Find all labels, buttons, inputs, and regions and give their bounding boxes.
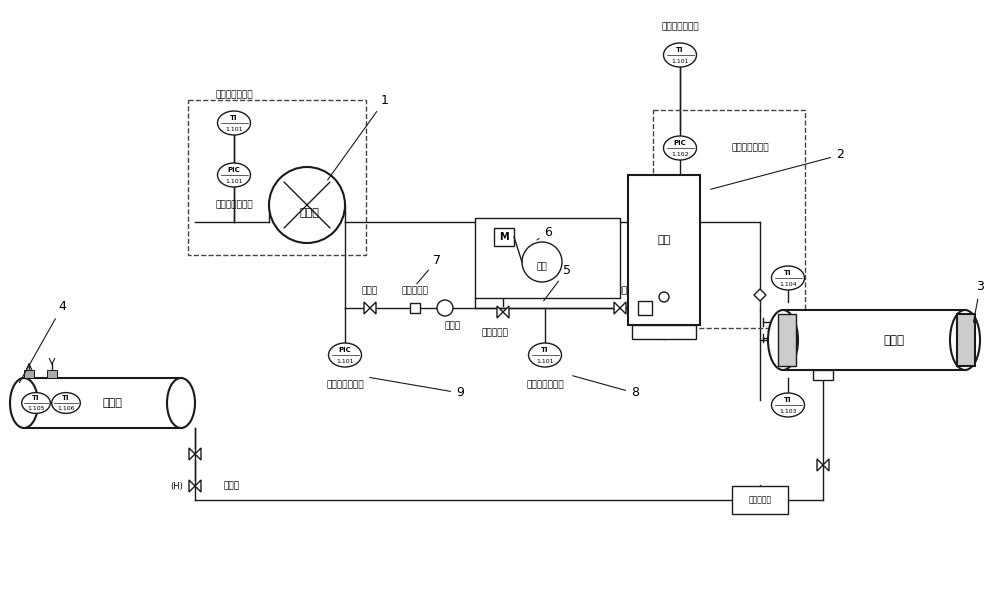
- Text: TI: TI: [676, 47, 684, 53]
- Text: 2: 2: [711, 148, 844, 189]
- Text: TI: TI: [541, 347, 549, 353]
- Text: 1.101: 1.101: [671, 59, 689, 64]
- Polygon shape: [614, 302, 620, 314]
- Polygon shape: [817, 459, 823, 471]
- Bar: [778, 314, 796, 366]
- Bar: [638, 301, 652, 315]
- Ellipse shape: [10, 378, 38, 428]
- Ellipse shape: [664, 43, 696, 67]
- Text: 1.103: 1.103: [779, 409, 797, 414]
- Text: PIC: PIC: [339, 347, 351, 353]
- Text: PIC: PIC: [228, 167, 240, 173]
- Text: 供油温度传感器: 供油温度传感器: [526, 381, 564, 390]
- Bar: [783, 310, 965, 370]
- Text: 1: 1: [328, 93, 389, 180]
- Text: 8: 8: [573, 376, 639, 400]
- Circle shape: [659, 292, 669, 302]
- Ellipse shape: [52, 393, 80, 413]
- Text: 蒸发器: 蒸发器: [103, 398, 122, 408]
- Text: 1.105: 1.105: [27, 406, 45, 411]
- Text: 干燥过滤器: 干燥过滤器: [748, 495, 772, 504]
- Text: 1.101: 1.101: [536, 359, 554, 364]
- Text: 9: 9: [370, 377, 464, 400]
- Text: 节流阀: 节流阀: [223, 482, 239, 491]
- Polygon shape: [503, 306, 509, 318]
- Ellipse shape: [768, 310, 798, 370]
- Text: 油分: 油分: [657, 235, 671, 245]
- Text: 过滤器: 过滤器: [637, 286, 653, 295]
- Polygon shape: [620, 302, 626, 314]
- Polygon shape: [195, 448, 201, 460]
- Polygon shape: [189, 448, 195, 460]
- Polygon shape: [195, 480, 201, 492]
- Text: 吸气温度传感器: 吸气温度传感器: [215, 90, 253, 100]
- Text: 1.101: 1.101: [225, 179, 243, 184]
- Text: TI: TI: [32, 396, 40, 402]
- Polygon shape: [497, 306, 503, 318]
- Text: 1.104: 1.104: [779, 282, 797, 287]
- Text: 截止阀: 截止阀: [612, 286, 628, 295]
- Bar: [732, 486, 788, 514]
- Text: 截止阀: 截止阀: [362, 286, 378, 295]
- Bar: [24, 378, 181, 428]
- Polygon shape: [189, 480, 195, 492]
- Bar: [410, 303, 420, 313]
- Ellipse shape: [772, 266, 804, 290]
- Text: PIC: PIC: [674, 140, 686, 146]
- Text: 3: 3: [974, 280, 984, 323]
- Text: TI: TI: [62, 396, 70, 402]
- Circle shape: [522, 242, 562, 282]
- Text: 压缩机: 压缩机: [299, 208, 319, 218]
- Text: 排气压力传感器: 排气压力传感器: [731, 144, 769, 153]
- Ellipse shape: [772, 393, 804, 417]
- Ellipse shape: [328, 343, 362, 367]
- Ellipse shape: [218, 163, 250, 187]
- Bar: [188, 100, 366, 255]
- Polygon shape: [364, 302, 370, 314]
- Bar: [494, 228, 514, 246]
- Text: 5: 5: [544, 264, 571, 301]
- Text: 排气温度传感器: 排气温度传感器: [661, 23, 699, 31]
- Ellipse shape: [167, 378, 195, 428]
- Text: 电动调节阀: 电动调节阀: [402, 286, 428, 295]
- Text: 7: 7: [417, 254, 441, 284]
- Bar: [475, 218, 620, 298]
- Bar: [47, 370, 57, 378]
- Ellipse shape: [22, 393, 50, 413]
- Ellipse shape: [218, 111, 250, 135]
- Text: 冷凝器: 冷凝器: [884, 333, 904, 346]
- Text: 1.101: 1.101: [336, 359, 354, 364]
- Text: 4: 4: [19, 301, 66, 383]
- Text: M: M: [499, 232, 509, 242]
- Text: TI: TI: [230, 115, 238, 121]
- Text: 视液镜: 视液镜: [445, 321, 461, 330]
- Bar: [653, 110, 805, 328]
- Text: 1.106: 1.106: [57, 406, 75, 411]
- Circle shape: [269, 167, 345, 243]
- Text: 油泵: 油泵: [537, 263, 547, 271]
- Polygon shape: [370, 302, 376, 314]
- Ellipse shape: [664, 136, 696, 160]
- Text: 吸气压力传感器: 吸气压力传感器: [215, 201, 253, 210]
- Ellipse shape: [950, 310, 980, 370]
- Text: 供油压力传感器: 供油压力传感器: [326, 381, 364, 390]
- Bar: [628, 175, 700, 325]
- Text: 供油电磁阀: 供油电磁阀: [482, 328, 508, 337]
- Circle shape: [437, 300, 453, 316]
- Polygon shape: [823, 459, 829, 471]
- Text: 1.102: 1.102: [671, 152, 689, 157]
- Text: (H): (H): [171, 482, 183, 491]
- Text: TI: TI: [784, 270, 792, 276]
- Text: TI: TI: [784, 397, 792, 403]
- Bar: [957, 314, 975, 366]
- Text: 6: 6: [537, 226, 552, 240]
- Bar: [813, 370, 833, 380]
- Text: 1.101: 1.101: [225, 127, 243, 132]
- Bar: [632, 325, 696, 339]
- Polygon shape: [754, 289, 766, 301]
- Bar: [24, 370, 34, 378]
- Ellipse shape: [528, 343, 562, 367]
